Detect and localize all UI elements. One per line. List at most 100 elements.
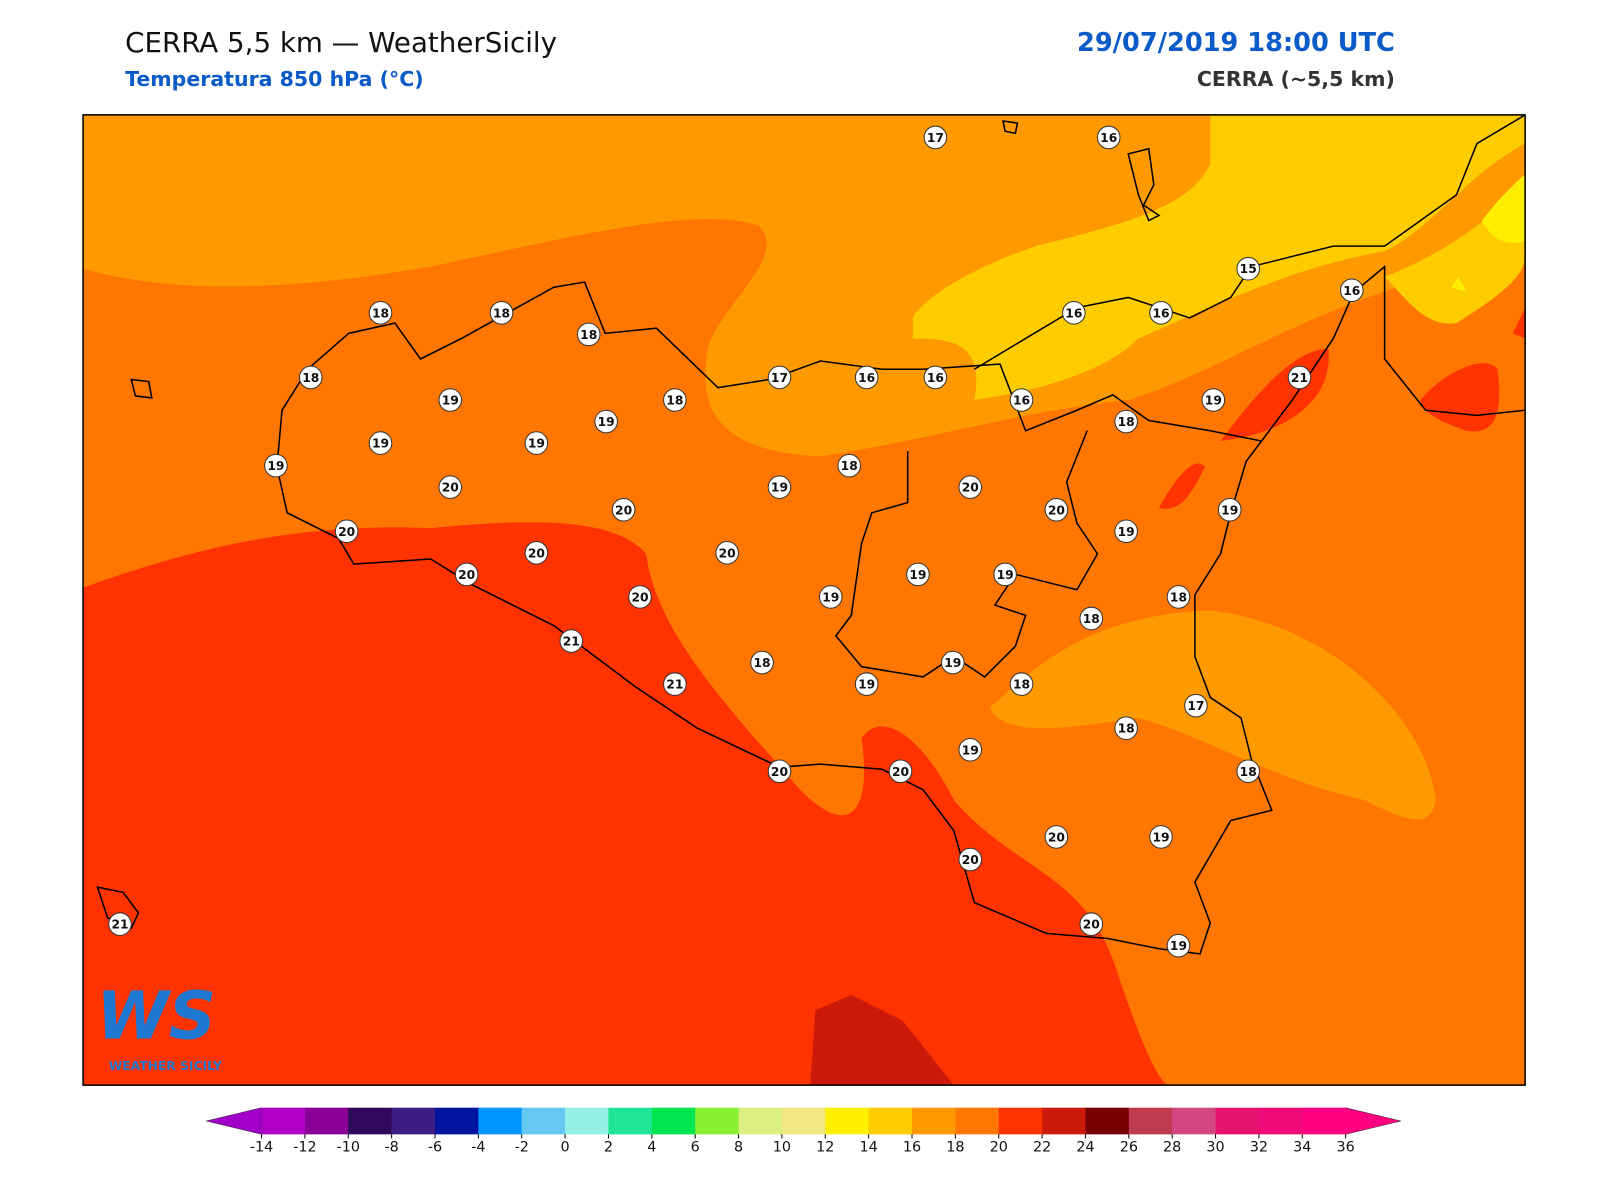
station-value: 20 [962, 481, 979, 495]
colorbar-label: -14 [250, 1140, 273, 1156]
station-marker [854, 672, 879, 696]
station-value: 16 [1100, 131, 1117, 145]
station-marker [750, 650, 774, 675]
colorbar-bin [1258, 1107, 1303, 1135]
station-marker [298, 365, 323, 390]
colorbar-label: 16 [903, 1140, 921, 1156]
station-value: 16 [1065, 306, 1082, 320]
field [83, 114, 1526, 1086]
station-marker [1166, 585, 1191, 609]
station-marker [1079, 912, 1104, 936]
colorbar-bin [738, 1107, 783, 1135]
station-marker [368, 431, 393, 455]
station-value: 18 [1118, 722, 1135, 736]
field-24 [810, 994, 954, 1086]
station-marker [1044, 497, 1069, 522]
colorbar-bin [348, 1107, 393, 1135]
station-value: 20 [528, 546, 545, 560]
station-value: 19 [997, 568, 1014, 582]
station-value: 17 [1187, 699, 1204, 713]
colorbar-bin [1172, 1107, 1217, 1135]
station-value: 21 [1291, 371, 1308, 385]
colorbar-bin [434, 1107, 479, 1135]
colorbar-bin [781, 1107, 826, 1135]
station-value: 20 [962, 853, 979, 867]
station-value: 20 [1048, 830, 1065, 844]
colorbar-label: 12 [816, 1140, 834, 1156]
station-marker [767, 759, 792, 784]
station-value: 19 [944, 656, 961, 670]
colorbar-bin [478, 1107, 523, 1135]
station-marker [489, 301, 514, 325]
station-marker [993, 562, 1017, 587]
coastlines [96, 114, 1526, 955]
station-value: 18 [666, 394, 683, 408]
station-value: 20 [458, 568, 475, 582]
station-value: 19 [962, 743, 979, 757]
station-value: 20 [719, 546, 736, 560]
station-marker [1236, 759, 1260, 784]
colorbar-label: 18 [946, 1140, 964, 1156]
station-value: 18 [493, 306, 510, 320]
colorbar-label: 22 [1033, 1140, 1051, 1156]
colorbar-label: 30 [1206, 1140, 1224, 1156]
station-marker [767, 365, 792, 390]
station-value: 20 [631, 590, 648, 604]
field-14 [1451, 174, 1526, 293]
station-marker [958, 847, 983, 872]
station-value: 18 [580, 328, 597, 342]
station-value: 19 [1170, 939, 1187, 953]
title: CERRA 5,5 km — WeatherSicily [125, 26, 557, 59]
colorbar-bin [565, 1107, 609, 1135]
station-marker [1044, 825, 1069, 849]
colorbar-label: -8 [384, 1140, 398, 1156]
station-value: 19 [528, 437, 545, 451]
station-marker [958, 475, 983, 499]
station-value: 19 [598, 415, 615, 429]
station-value: 21 [563, 635, 580, 649]
station-value: 18 [302, 371, 319, 385]
station-value: 20 [771, 765, 788, 779]
station-value: 19 [442, 394, 459, 408]
station-marker [958, 737, 983, 762]
station-value: 16 [1013, 394, 1030, 408]
station-value: 19 [1118, 525, 1135, 539]
station-value: 18 [1083, 612, 1100, 626]
colorbar-label: 10 [773, 1140, 791, 1156]
colorbar-bin [868, 1107, 913, 1135]
colorbar-bin [391, 1107, 436, 1135]
station-marker [334, 519, 359, 544]
station-value: 20 [615, 503, 632, 517]
colorbar-bin [912, 1107, 956, 1135]
colorbar-label: 6 [691, 1140, 700, 1156]
station-value: 18 [753, 656, 770, 670]
colorbar-label: 24 [1076, 1140, 1094, 1156]
station-value: 18 [841, 459, 858, 473]
colorbar-label: -12 [293, 1140, 316, 1156]
station-value: 16 [858, 371, 875, 385]
station-marker [923, 125, 948, 150]
colorbar-label: -6 [428, 1140, 442, 1156]
station-value: 19 [372, 437, 389, 451]
station-marker [1009, 672, 1034, 696]
colorbar-label: 28 [1163, 1140, 1181, 1156]
station-value: 20 [1048, 503, 1065, 517]
station-marker [1079, 606, 1104, 631]
field-16 [912, 114, 1526, 400]
station-marker [438, 388, 463, 412]
station-value: 21 [666, 678, 683, 692]
colorbar-bin [998, 1107, 1043, 1135]
station-marker [368, 301, 393, 325]
station-value: 20 [1083, 918, 1100, 932]
station-value: 15 [1240, 262, 1257, 276]
subtitle: Temperatura 850 hPa (°C) [125, 67, 424, 91]
station-value: 19 [771, 481, 788, 495]
date: 29/07/2019 18:00 UTC [1077, 28, 1395, 58]
colorbar-label: 26 [1120, 1140, 1138, 1156]
station-marker [611, 497, 636, 522]
colorbar-label: 0 [561, 1140, 570, 1156]
station-marker [854, 365, 879, 390]
colorbar-label: -10 [337, 1140, 360, 1156]
station-marker [1114, 409, 1138, 434]
